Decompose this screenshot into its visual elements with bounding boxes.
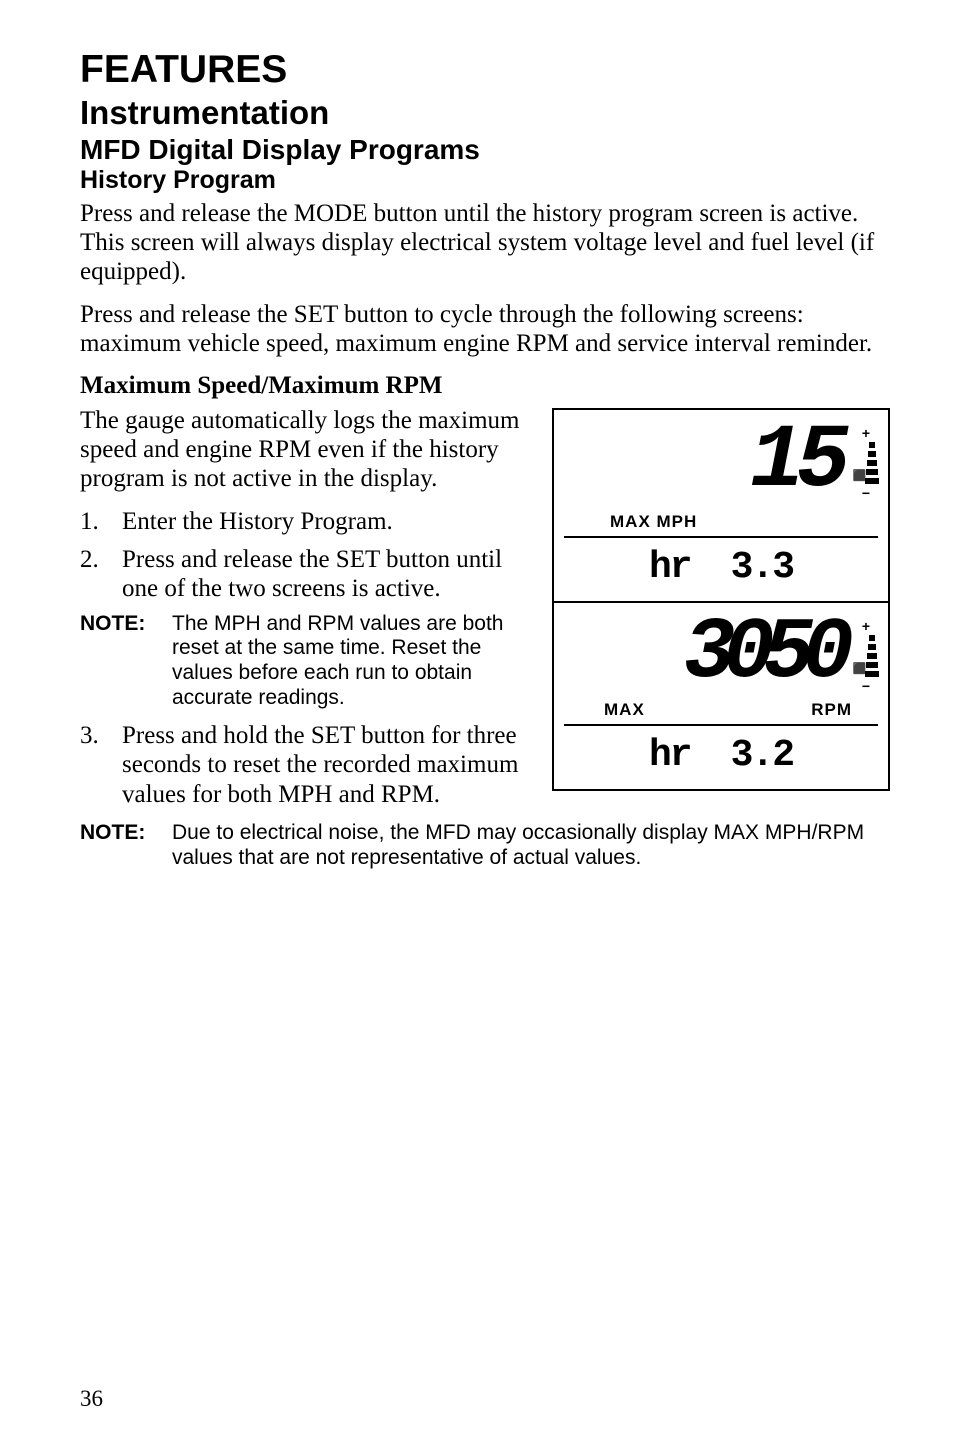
content-row: The gauge automatically logs the maximum… (80, 406, 890, 817)
note-text: The MPH and RPM values are both reset at… (172, 612, 532, 711)
fuel-bars (869, 442, 879, 484)
lcd-label-row-rpm: MAX RPM (564, 700, 878, 720)
heading-mfd: MFD Digital Display Programs (80, 134, 890, 166)
list-text: Press and hold the SET button for three … (122, 721, 532, 810)
lcd-label-max: MAX (604, 700, 645, 720)
note-text: Due to electrical noise, the MFD may occ… (172, 821, 890, 871)
list-num: 3. (80, 721, 122, 810)
fuel-gauge-icon: + ⬛ − (854, 619, 878, 693)
list-text: Press and release the SET button until o… (122, 545, 532, 604)
note-label: NOTE: (80, 612, 172, 711)
lcd-label-maxmph: MAX MPH (610, 512, 878, 532)
steps-list-cont: 3. Press and hold the SET button for thr… (80, 721, 532, 810)
text-column: The gauge automatically logs the maximum… (80, 406, 532, 817)
fuel-bars (869, 635, 879, 677)
heading-instrumentation: Instrumentation (80, 94, 890, 132)
note-block-2: NOTE: Due to electrical noise, the MFD m… (80, 821, 890, 871)
heading-max-speed-rpm: Maximum Speed/Maximum RPM (80, 372, 890, 400)
lcd-panel-rpm: 3050 + ⬛ − (554, 603, 888, 790)
intro-para-1: Press and release the MODE button until … (80, 199, 890, 286)
lcd-hr-row: hr 3.2 (564, 726, 878, 783)
lcd-hr-row: hr 3.3 (564, 538, 878, 595)
lcd-value-mph: 15 (750, 420, 842, 506)
note-block: NOTE: The MPH and RPM values are both re… (80, 612, 532, 711)
heading-features: FEATURES (80, 48, 890, 92)
lcd-hr-label: hr (649, 546, 691, 589)
steps-list: 1. Enter the History Program. 2. Press a… (80, 507, 532, 604)
list-item: 1. Enter the History Program. (80, 507, 532, 537)
fuel-minus-icon: − (862, 679, 870, 693)
intro-para-2: Press and release the SET button to cycl… (80, 300, 890, 358)
list-num: 2. (80, 545, 122, 604)
list-num: 1. (80, 507, 122, 537)
lcd-main-row: 3050 + ⬛ − (564, 613, 878, 695)
lcd-hr-value: 3.3 (731, 546, 793, 589)
lcd-display-box: 15 + ⬛ − MAX M (552, 408, 890, 791)
lcd-hr-label: hr (649, 734, 691, 777)
lcd-label-rpm: RPM (811, 700, 852, 720)
list-item: 2. Press and release the SET button unti… (80, 545, 532, 604)
heading-history: History Program (80, 166, 890, 195)
fuel-minus-icon: − (862, 486, 870, 500)
fuel-plus-icon: + (862, 426, 870, 440)
fuel-pump-icon: ⬛ (853, 664, 867, 675)
fuel-gauge-icon: + ⬛ − (854, 426, 878, 500)
lcd-main-row: 15 + ⬛ − (564, 420, 878, 506)
fuel-pump-icon: ⬛ (853, 471, 867, 482)
list-text: Enter the History Program. (122, 507, 532, 537)
lcd-hr-value: 3.2 (731, 734, 793, 777)
fuel-plus-icon: + (862, 619, 870, 633)
gauge-para: The gauge automatically logs the maximum… (80, 406, 532, 493)
lcd-panel-mph: 15 + ⬛ − MAX M (554, 410, 888, 603)
page-number: 36 (80, 1386, 103, 1412)
lcd-value-rpm: 3050 (684, 613, 842, 695)
note-label: NOTE: (80, 821, 172, 871)
list-item: 3. Press and hold the SET button for thr… (80, 721, 532, 810)
